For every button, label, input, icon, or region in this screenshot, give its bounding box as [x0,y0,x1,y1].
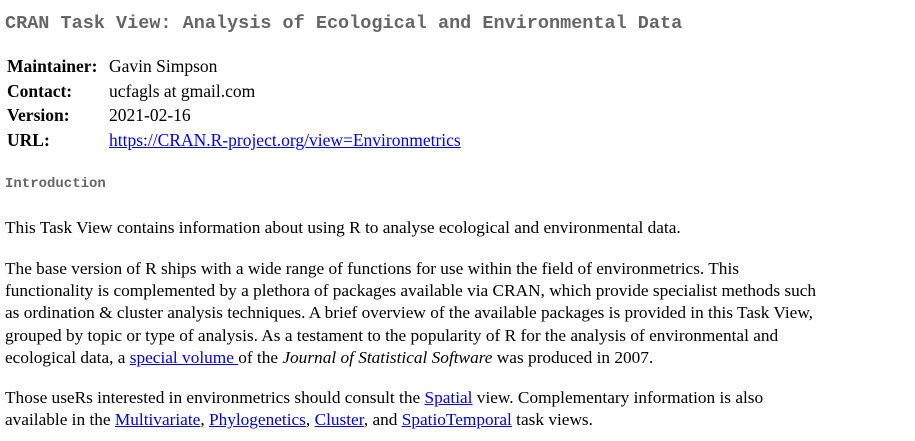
contact-row: Contact: ucfagls at gmail.com [5,79,461,104]
text-segment: of the [238,347,283,367]
multivariate-view-link[interactable]: Multivariate [114,410,201,430]
journal-name: Journal of Statistical Software [282,347,493,367]
intro-paragraph-2: The base version of R ships with a wide … [5,258,910,369]
text-segment: task views. [511,410,593,430]
section-heading-introduction: Introduction [5,176,106,192]
maintainer-label: Maintainer: [7,56,98,76]
url-label: URL: [7,130,50,151]
paragraph-line: as ordination & cluster analysis techniq… [5,303,814,323]
text-segment: was produced in 2007. [492,347,654,367]
text-segment: , [200,410,209,430]
paragraph-line: available in the Multivariate, Phylogene… [5,409,910,431]
url-row: URL: https://CRAN.R-project.org/view=Env… [5,128,461,153]
paragraph-line: Those useRs interested in environmetrics… [5,387,910,409]
metadata-table: Maintainer: Gavin Simpson Contact: ucfag… [5,54,461,153]
version-value: 2021-02-16 [109,105,191,126]
url-cell: https://CRAN.R-project.org/view=Environm… [109,128,461,153]
page-title: CRAN Task View: Analysis of Ecological a… [5,13,683,34]
paragraph-line: The base version of R ships with a wide … [5,259,739,278]
text-segment: available in the [5,410,115,430]
contact-value: ucfagls at gmail.com [109,80,256,101]
intro-paragraph-3: Those useRs interested in environmetrics… [5,387,910,431]
special-volume-link[interactable]: special volume [129,347,239,367]
cluster-view-link[interactable]: Cluster [314,410,364,430]
intro-paragraph-1: This Task View contains information abou… [5,218,681,237]
spatial-view-link[interactable]: Spatial [424,388,473,407]
version-row: Version: 2021-02-16 [5,103,461,128]
task-view-url-link[interactable]: https://CRAN.R-project.org/view=Environm… [109,130,461,151]
paragraph-line: ecological data, a special volume of the… [5,347,910,369]
paragraph-line: functionality is complemented by a pleth… [5,281,817,301]
maintainer-value: Gavin Simpson [109,56,218,76]
text-segment: , [305,410,315,430]
text-segment: view. Complementary information is also [472,388,764,407]
spatiotemporal-view-link[interactable]: SpatioTemporal [401,410,512,430]
maintainer-row: Maintainer: Gavin Simpson [5,54,461,79]
text-segment: , and [363,410,402,430]
version-label: Version: [7,105,70,126]
text-segment: ecological data, a [5,347,130,367]
paragraph-line: grouped by topic or type of analysis. As… [5,325,779,345]
text-segment: Those useRs interested in environmetrics… [5,388,425,407]
phylogenetics-view-link[interactable]: Phylogenetics [208,410,306,430]
contact-label: Contact: [7,80,73,101]
